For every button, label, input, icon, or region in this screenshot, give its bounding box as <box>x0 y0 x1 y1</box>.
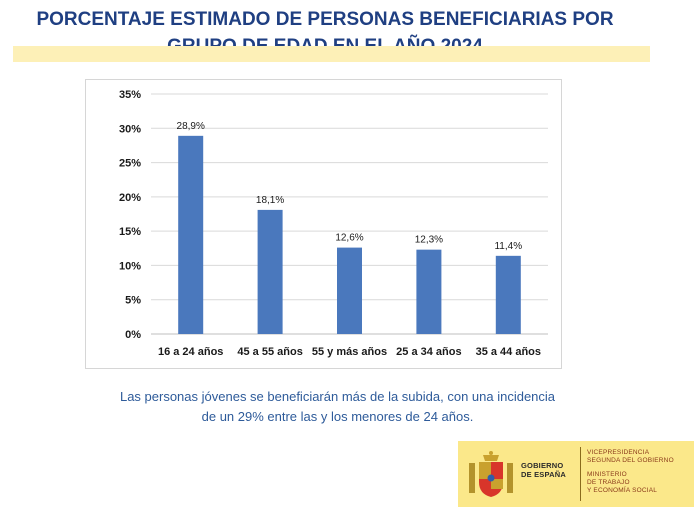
y-tick-label: 20% <box>119 192 141 204</box>
y-tick-label: 35% <box>119 89 141 101</box>
title-highlight-band <box>13 46 650 62</box>
y-tick-label: 30% <box>119 123 141 135</box>
chart-caption: Las personas jóvenes se beneficiarán más… <box>60 387 615 427</box>
y-tick-label: 0% <box>125 329 141 341</box>
ministry-line-2: DE TRABAJO <box>587 479 630 486</box>
ministry-line-3: Y ECONOMÍA SOCIAL <box>587 487 658 494</box>
vp-line-2: SEGUNDA DEL GOBIERNO <box>587 457 674 464</box>
bar <box>495 255 521 334</box>
x-tick-label: 55 y más años <box>312 346 387 358</box>
x-tick-label: 45 a 55 años <box>237 346 302 358</box>
data-label: 28,9% <box>177 121 205 132</box>
chart-frame: 0% 5% 10% 15% 20% 25% 30% 35% 28,9% 16 a 24 años 1… <box>85 79 562 369</box>
y-tick-label: 15% <box>119 226 141 238</box>
y-tick-label: 5% <box>125 295 141 307</box>
vp-line-1: VICEPRESIDENCIA <box>587 449 650 456</box>
bar <box>178 135 204 334</box>
y-tick-label: 25% <box>119 158 141 170</box>
bar <box>257 209 283 334</box>
gov-line-2: DE ESPAÑA <box>521 470 567 479</box>
data-label: 11,4% <box>494 241 522 252</box>
gov-line-1: GOBIERNO <box>521 461 564 470</box>
bar-chart: 0% 5% 10% 15% 20% 25% 30% 35% 28,9% 16 a 24 años 1… <box>119 89 548 358</box>
gobierno-de-espana-text: GOBIERNO DE ESPAÑA <box>521 461 566 479</box>
government-logo: GOBIERNO DE ESPAÑA VICEPRESIDENCIA SEGUN… <box>458 441 694 507</box>
y-tick-label: 10% <box>119 260 141 272</box>
data-label: 12,6% <box>335 233 363 244</box>
caption-line-2: de un 29% entre las y los menores de 24 … <box>201 409 474 424</box>
caption-line-1: Las personas jóvenes se beneficiarán más… <box>119 389 556 404</box>
x-tick-label: 25 a 34 años <box>396 346 461 358</box>
logo-divider <box>580 447 581 501</box>
ministry-line-1: MINISTERIO <box>587 471 627 478</box>
coat-of-arms-icon <box>469 451 513 497</box>
x-tick-label: 16 a 24 años <box>158 346 223 358</box>
chart-title-line-1: PORCENTAJE ESTIMADO DE PERSONAS BENEFICI… <box>36 9 614 30</box>
ministry-text: VICEPRESIDENCIA SEGUNDA DEL GOBIERNO MIN… <box>587 449 674 495</box>
bar <box>416 249 442 334</box>
bar <box>337 247 362 334</box>
data-label: 12,3% <box>415 235 443 246</box>
data-label: 18,1% <box>256 195 284 206</box>
x-tick-label: 35 a 44 años <box>476 346 541 358</box>
